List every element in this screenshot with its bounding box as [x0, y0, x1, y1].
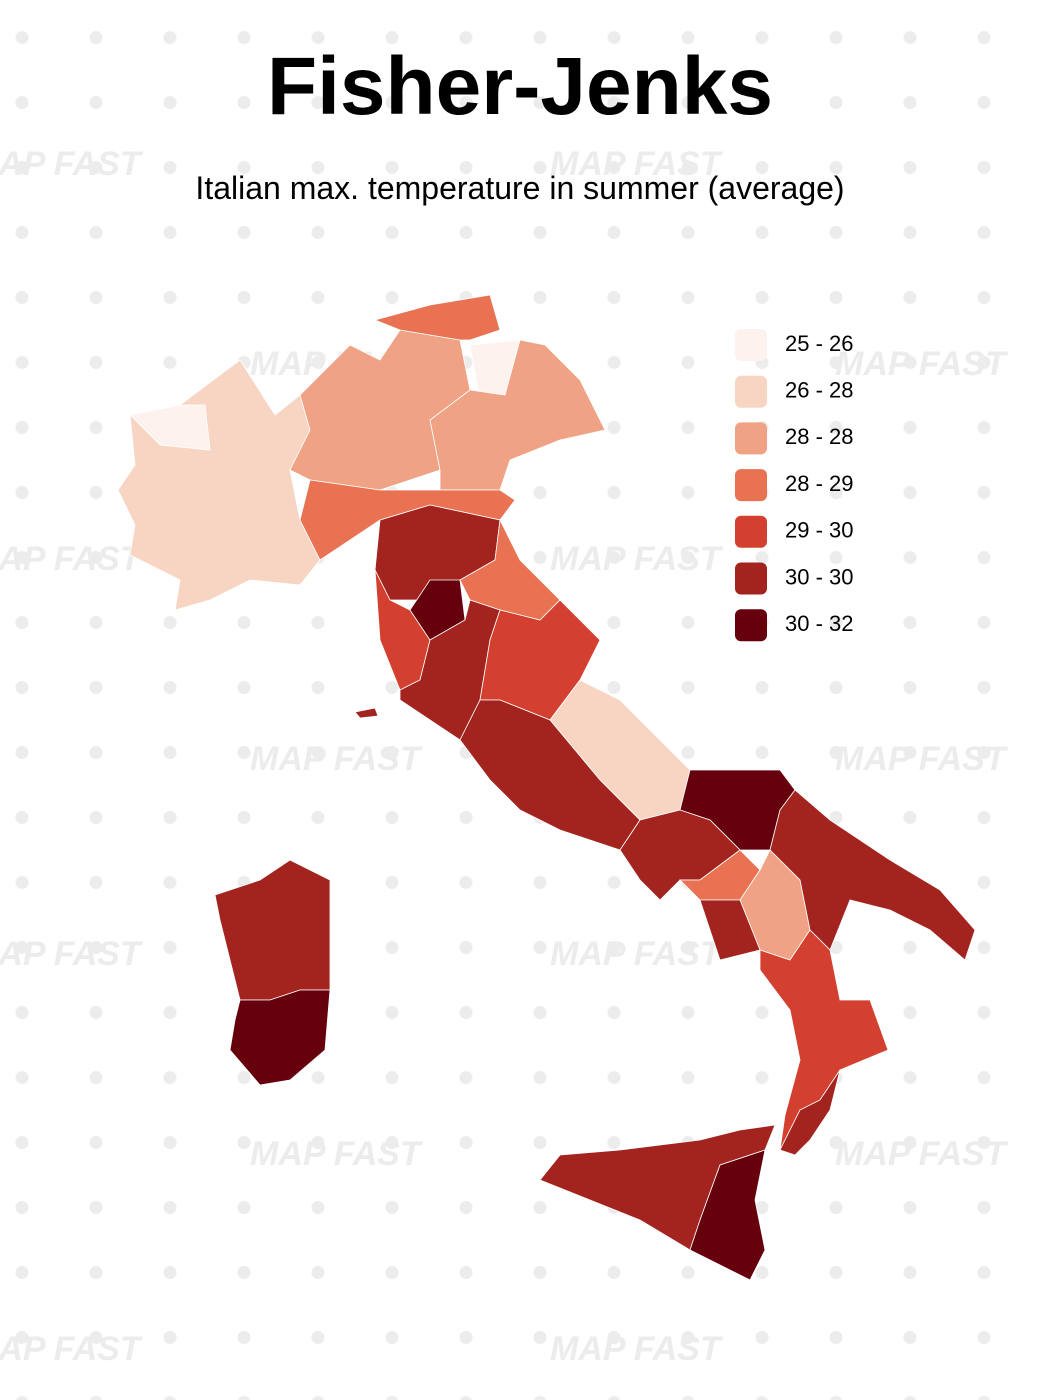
watermark: MAP FAST — [835, 345, 1006, 383]
legend-swatch — [735, 609, 767, 642]
region — [229, 989, 331, 1086]
regions — [117, 294, 976, 1281]
region — [117, 359, 321, 611]
watermark: MAP FAST — [0, 1330, 141, 1368]
map-subtitle: Italian max. temperature in summer (aver… — [195, 170, 845, 206]
legend-swatch — [735, 329, 767, 361]
legend-swatch — [735, 562, 767, 595]
watermark: MAP FAST — [550, 935, 721, 973]
watermark: MAP FAST — [0, 935, 141, 973]
watermark: MAP FAST — [0, 540, 141, 578]
region — [409, 579, 466, 641]
watermark: MAP FAST — [0, 145, 141, 183]
legend-swatch — [735, 375, 767, 408]
watermark: MAP FAST — [250, 740, 421, 778]
legend-label: 29 - 30 — [785, 518, 854, 543]
map-title: Fisher-Jenks — [267, 41, 773, 132]
watermark: MAP FAST — [250, 1135, 421, 1173]
watermark: MAP FAST — [550, 145, 721, 183]
legend-label: 28 - 28 — [785, 424, 854, 449]
watermark: MAP FAST — [550, 540, 721, 578]
legend-label: 26 - 28 — [785, 378, 854, 403]
legend: 25 - 26 26 - 28 28 - 28 28 - 29 29 - 30 30 - … — [735, 329, 854, 642]
legend-label: 28 - 29 — [785, 471, 854, 496]
region — [779, 1069, 841, 1156]
watermark: MAP FAST — [835, 740, 1006, 778]
legend-label: 30 - 32 — [785, 611, 854, 636]
region — [214, 859, 331, 1001]
legend-label: 30 - 30 — [785, 564, 854, 589]
region — [689, 1149, 766, 1281]
watermark: MAP FAST — [835, 1135, 1006, 1173]
legend-swatch — [735, 469, 767, 502]
region — [129, 404, 211, 451]
watermark: MAP FAST — [550, 1330, 721, 1368]
region — [699, 899, 761, 961]
region — [354, 707, 379, 719]
region — [373, 294, 501, 341]
region — [429, 339, 606, 491]
legend-swatch — [735, 422, 767, 455]
legend-swatch — [735, 515, 767, 548]
legend-label: 25 - 26 — [785, 331, 854, 356]
